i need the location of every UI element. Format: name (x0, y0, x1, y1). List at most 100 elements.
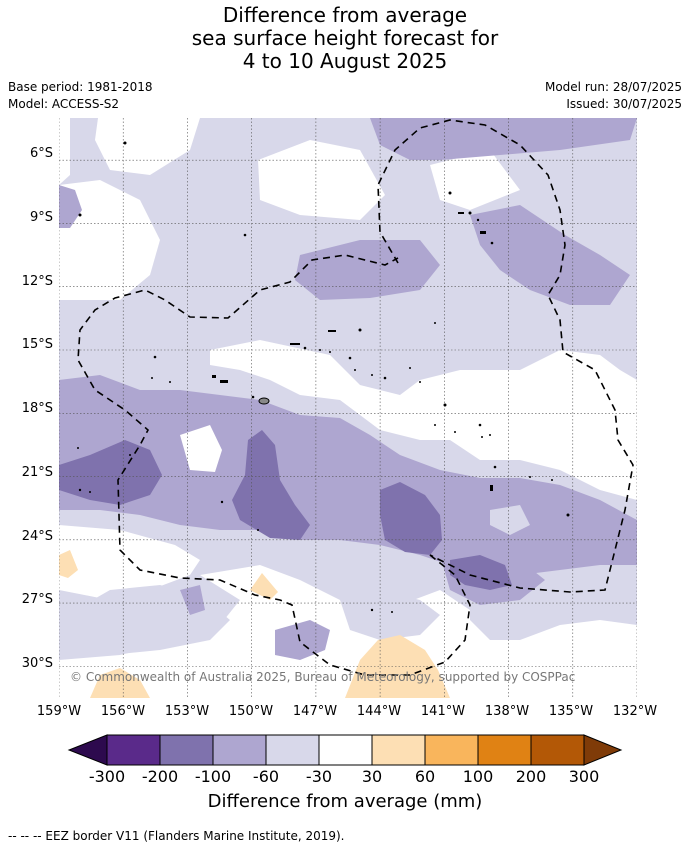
gridlines (59, 118, 637, 698)
lon-label: 144°W (357, 704, 401, 719)
lat-label: 18°S (22, 401, 53, 416)
moderate-negative-4 (295, 240, 440, 300)
island (153, 355, 157, 359)
island (354, 369, 356, 371)
colorbar-ticks: -300 -200 -100 -60 -30 30 60 100 200 300 (89, 767, 599, 786)
island (490, 485, 493, 491)
island (78, 488, 82, 492)
base-period: Base period: 1981-2018 (8, 80, 153, 94)
islands (77, 141, 570, 613)
colorbar-tick: 60 (415, 767, 435, 786)
neutral-region-5 (430, 150, 520, 210)
island (481, 436, 483, 438)
colorbar-bin (477, 734, 532, 766)
island (371, 374, 373, 376)
island (319, 349, 321, 351)
south-negative-band-2 (340, 590, 440, 640)
island (566, 513, 570, 517)
island (391, 611, 393, 613)
anomaly-field: © Commonwealth of Australia 2025, Bureau… (59, 118, 637, 698)
lat-label: 12°S (22, 274, 53, 289)
positive-patch-3 (90, 668, 150, 698)
island (169, 381, 171, 383)
moderate-negative-5 (180, 585, 205, 615)
neutral-patch-inner (180, 425, 222, 472)
eez-boundary-east (377, 119, 634, 593)
latitude-labels: 6°S 9°S 12°S 15°S 18°S 21°S 24°S 27°S 30… (22, 146, 53, 671)
island (328, 330, 336, 332)
colorbar-tick: 30 (362, 767, 382, 786)
island (458, 212, 464, 214)
island (443, 403, 447, 407)
island (476, 218, 480, 222)
weak-patch-inner (490, 505, 530, 535)
colorbar-bin (318, 734, 373, 766)
neutral-region-1 (95, 118, 200, 175)
moderate-negative-6 (275, 620, 330, 660)
colorbar-extend-high (583, 734, 623, 766)
island (434, 424, 436, 426)
positive-patch-1 (59, 550, 78, 578)
lon-label: 147°W (293, 704, 337, 719)
colorbar-tick: 200 (516, 767, 547, 786)
colorbar (67, 734, 623, 766)
island (129, 454, 131, 456)
longitude-labels: 159°W 156°W 153°W 150°W 147°W 144°W 141°… (37, 704, 657, 719)
moderate-negative-band (59, 375, 637, 580)
lat-label: 9°S (30, 210, 53, 225)
colorbar-tick: -100 (195, 767, 231, 786)
island (383, 376, 387, 380)
positive-patch-4 (345, 635, 450, 698)
island (77, 447, 79, 449)
lat-label: 27°S (22, 592, 53, 607)
neutral-region-8 (59, 525, 200, 600)
colorbar-tick: -30 (306, 767, 332, 786)
lon-label: 138°W (485, 704, 529, 719)
lon-label: 141°W (421, 704, 465, 719)
meta-left: Base period: 1981-2018 Model: ACCESS-S2 (8, 79, 153, 113)
colorbar-bin (265, 734, 320, 766)
colorbar-bin (424, 734, 479, 766)
island (468, 211, 472, 215)
neutral-region-6 (210, 340, 637, 500)
island (370, 608, 374, 612)
colorbar-tick: -200 (142, 767, 178, 786)
colorbar-tick: 300 (569, 767, 600, 786)
island (454, 431, 456, 433)
island (78, 213, 82, 217)
island (493, 465, 497, 469)
island (329, 351, 331, 353)
island (151, 377, 153, 379)
moderate-negative-2 (59, 185, 82, 228)
lon-label: 153°W (165, 704, 209, 719)
island (257, 529, 259, 531)
neutral-region-3 (59, 180, 160, 300)
colorbar-label: Difference from average (mm) (207, 791, 483, 812)
island (409, 367, 411, 369)
model-name: Model: ACCESS-S2 (8, 97, 120, 111)
lon-label: 132°W (613, 704, 657, 719)
island (419, 381, 421, 383)
island (89, 491, 91, 493)
meta-right: Model run: 28/07/2025 Issued: 30/07/2025 (545, 79, 682, 113)
neutral-region-2 (59, 118, 70, 185)
island (480, 231, 486, 234)
island (358, 328, 362, 332)
island (243, 233, 247, 237)
lat-label: 24°S (22, 529, 53, 544)
colorbar-tick: -300 (89, 767, 125, 786)
island (478, 423, 482, 427)
lon-label: 135°W (549, 704, 593, 719)
positive-patch-2 (250, 573, 278, 600)
moderate-negative-3 (470, 205, 630, 305)
island (220, 500, 224, 504)
island (434, 322, 436, 324)
title-line-1: Difference from average (222, 3, 468, 27)
lat-label: 15°S (22, 337, 53, 352)
lat-label: 30°S (22, 656, 53, 671)
island (212, 375, 216, 378)
island (303, 346, 307, 350)
map-title: Difference from average sea surface heig… (0, 4, 690, 73)
moderate-negative-1 (370, 118, 637, 160)
island (258, 397, 270, 405)
